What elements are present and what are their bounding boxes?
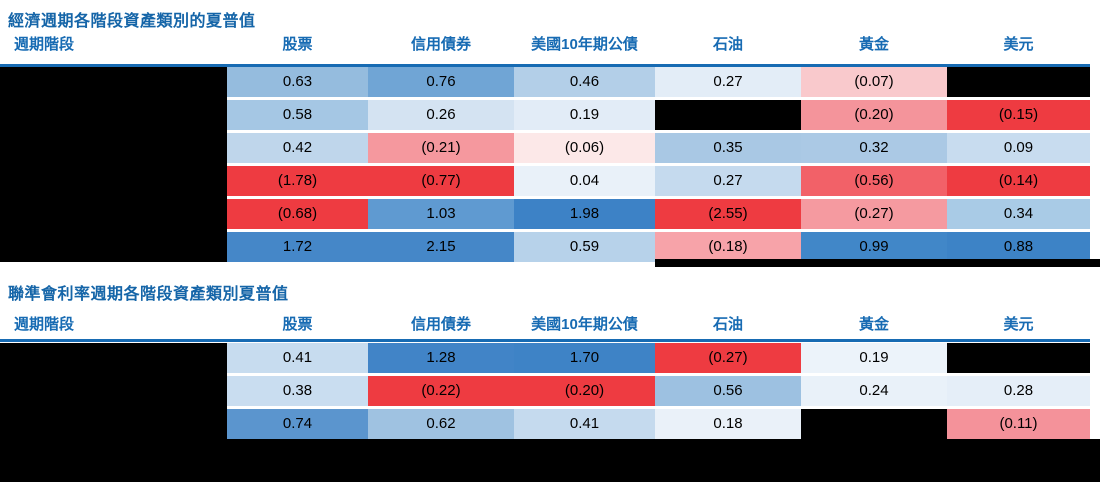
value-cell: 1.03 <box>368 199 514 229</box>
row-label-column-header: 週期階段 <box>14 316 75 333</box>
value-cell: (0.07) <box>801 67 947 97</box>
value-cell: 0.63 <box>227 67 368 97</box>
value-cell: 0.04 <box>514 166 655 196</box>
column-header: 石油 <box>712 36 743 53</box>
column-header: 美國10年期公債 <box>531 36 638 53</box>
column-header: 信用債券 <box>410 36 471 53</box>
header-underline <box>0 64 1090 67</box>
value-cell: 0.62 <box>368 409 514 439</box>
value-cell: 0.19 <box>514 100 655 130</box>
redacted-row-labels <box>0 67 227 262</box>
column-header: 美元 <box>1003 36 1034 53</box>
column-header: 黃金 <box>858 316 889 333</box>
value-cell: (0.14) <box>947 166 1090 196</box>
value-cell: (0.15) <box>947 100 1090 130</box>
value-cell: (0.68) <box>227 199 368 229</box>
value-cell: 0.18 <box>655 409 801 439</box>
value-cell: 2.15 <box>368 232 514 262</box>
value-cell: 0.42 <box>227 133 368 163</box>
value-cell: (0.20) <box>801 100 947 130</box>
redacted-cell <box>655 100 801 130</box>
redacted-cell <box>947 343 1090 373</box>
value-cell: (1.78) <box>227 166 368 196</box>
value-cell: 1.98 <box>514 199 655 229</box>
value-cell: 0.41 <box>227 343 368 373</box>
value-cell: 0.38 <box>227 376 368 406</box>
column-header: 黃金 <box>858 36 889 53</box>
column-header: 股票 <box>282 36 313 53</box>
value-cell: (0.27) <box>801 199 947 229</box>
redacted-note-strip <box>655 259 1100 267</box>
value-cell: 0.27 <box>655 166 801 196</box>
value-cell: 0.88 <box>947 232 1090 262</box>
value-cell: 0.59 <box>514 232 655 262</box>
value-cell: (0.27) <box>655 343 801 373</box>
value-cell: 0.24 <box>801 376 947 406</box>
value-cell: 1.28 <box>368 343 514 373</box>
fed-rate-cycle-table-title: 聯準會利率週期各階段資產類別夏普值 <box>8 286 289 303</box>
redacted-footer-band <box>0 439 1100 482</box>
economic-cycle-table-title: 經濟週期各階段資產類別的夏普值 <box>8 13 256 30</box>
column-header: 股票 <box>282 316 313 333</box>
value-cell: 0.74 <box>227 409 368 439</box>
header-underline <box>0 339 1090 342</box>
value-cell: 0.28 <box>947 376 1090 406</box>
value-cell: (0.20) <box>514 376 655 406</box>
value-cell: 0.32 <box>801 133 947 163</box>
column-header: 信用債券 <box>410 316 471 333</box>
value-cell: 0.76 <box>368 67 514 97</box>
column-header: 石油 <box>712 316 743 333</box>
value-cell: (0.56) <box>801 166 947 196</box>
value-cell: 0.58 <box>227 100 368 130</box>
row-label-column-header: 週期階段 <box>14 36 75 53</box>
value-cell: 0.99 <box>801 232 947 262</box>
value-cell: 0.26 <box>368 100 514 130</box>
value-cell: (2.55) <box>655 199 801 229</box>
value-cell: 1.70 <box>514 343 655 373</box>
value-cell: (0.21) <box>368 133 514 163</box>
value-cell: 0.27 <box>655 67 801 97</box>
value-cell: (0.77) <box>368 166 514 196</box>
column-header: 美元 <box>1003 316 1034 333</box>
value-cell: (0.18) <box>655 232 801 262</box>
value-cell: 0.34 <box>947 199 1090 229</box>
value-cell: (0.06) <box>514 133 655 163</box>
redacted-cell <box>947 67 1090 97</box>
value-cell: (0.11) <box>947 409 1090 439</box>
value-cell: 0.41 <box>514 409 655 439</box>
value-cell: (0.22) <box>368 376 514 406</box>
value-cell: 0.46 <box>514 67 655 97</box>
value-cell: 1.72 <box>227 232 368 262</box>
value-cell: 0.35 <box>655 133 801 163</box>
column-header: 美國10年期公債 <box>531 316 638 333</box>
value-cell: 0.19 <box>801 343 947 373</box>
redacted-row-labels <box>0 343 227 439</box>
redacted-cell <box>801 409 947 439</box>
value-cell: 0.09 <box>947 133 1090 163</box>
value-cell: 0.56 <box>655 376 801 406</box>
